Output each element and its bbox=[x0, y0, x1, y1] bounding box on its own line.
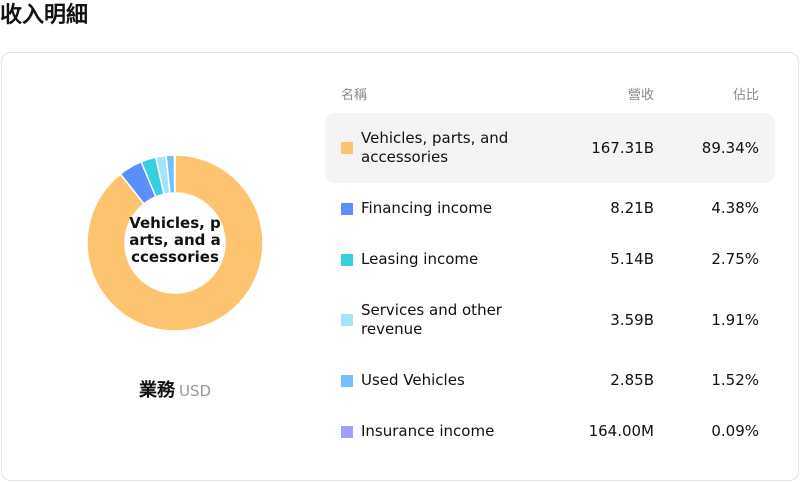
table-row: Leasing income 5.14B 2.75% bbox=[325, 234, 775, 285]
legend-swatch bbox=[341, 202, 353, 215]
revenue: 3.59B bbox=[610, 310, 654, 329]
header-revenue: 營收 bbox=[627, 87, 654, 103]
revenue: 164.00M bbox=[588, 422, 654, 440]
category-name: Insurance income bbox=[361, 422, 495, 440]
category-name: Services and other revenue bbox=[361, 301, 502, 338]
donut-slice bbox=[173, 154, 176, 194]
title: 收入明細 bbox=[0, 3, 89, 28]
legend-swatch bbox=[341, 253, 353, 266]
header-share: 佔比 bbox=[732, 87, 759, 103]
card bbox=[1, 52, 799, 481]
footer: 業務 USD bbox=[0, 376, 350, 402]
revenue: 167.31B bbox=[591, 138, 654, 157]
legend-swatch bbox=[341, 374, 353, 387]
table-row: Used Vehicles 2.85B 1.52% bbox=[325, 355, 775, 406]
donut-slice bbox=[86, 154, 264, 332]
donut-chart bbox=[86, 154, 264, 332]
table-row: Financing income 8.21B 4.38% bbox=[325, 183, 775, 234]
share: 4.38% bbox=[711, 199, 759, 217]
table-row: Services and other revenue 3.59B 1.91% bbox=[325, 285, 775, 355]
table-row: Insurance income 164.00M 0.09% bbox=[325, 406, 775, 457]
center-label: Vehicles, parts, and accessories bbox=[129, 215, 221, 266]
table-header: 名稱 營收 佔比 bbox=[325, 85, 775, 105]
share: 89.34% bbox=[701, 138, 759, 157]
legend-swatch bbox=[341, 425, 353, 438]
revenue: 5.14B bbox=[610, 250, 654, 268]
footer-label: 業務 bbox=[138, 380, 175, 401]
category-name: Leasing income bbox=[361, 250, 479, 268]
header-name: 名稱 bbox=[341, 87, 368, 103]
category-name: Financing income bbox=[361, 199, 493, 217]
revenue: 2.85B bbox=[610, 371, 654, 389]
category-name: Used Vehicles bbox=[361, 371, 465, 389]
table: 名稱 營收 佔比 Vehicles, parts, and accessorie… bbox=[325, 85, 775, 457]
share: 1.52% bbox=[711, 371, 759, 389]
legend-swatch bbox=[341, 314, 353, 326]
share: 2.75% bbox=[711, 250, 759, 268]
unit: USD bbox=[178, 382, 212, 400]
share: 1.91% bbox=[711, 310, 759, 329]
share: 0.09% bbox=[711, 422, 759, 440]
legend-swatch bbox=[341, 142, 353, 154]
revenue: 8.21B bbox=[610, 199, 654, 217]
category-name: Vehicles, parts, and accessories bbox=[361, 129, 509, 166]
table-row: Vehicles, parts, and accessories 167.31B 8… bbox=[325, 113, 775, 183]
